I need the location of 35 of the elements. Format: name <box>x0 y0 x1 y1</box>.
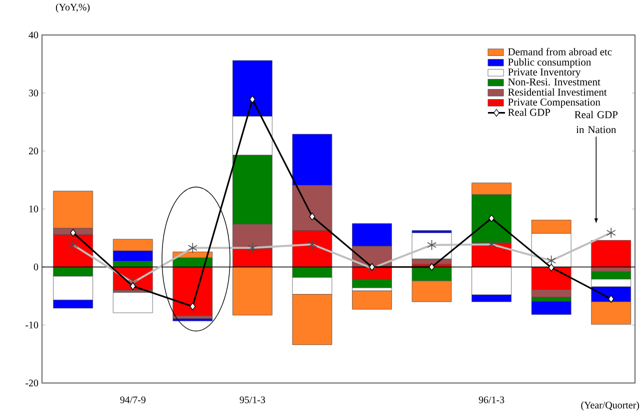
point <box>369 263 375 271</box>
y-tick-label: 20 <box>28 148 38 154</box>
annotation: Real GDP in Nation <box>574 110 618 134</box>
legend-label: Non-Resi. Investment <box>508 78 600 86</box>
bar <box>352 290 392 310</box>
y-tick-label: -20 <box>26 380 38 386</box>
legend-label: Private Inventory <box>508 68 581 78</box>
bar <box>591 240 632 268</box>
x-tick-label: 95/1-3 <box>240 396 266 404</box>
point <box>190 302 196 310</box>
point <box>548 264 554 272</box>
point <box>428 263 435 271</box>
x-axis-title: (Year/Quorter) <box>581 401 640 410</box>
y-tick-label: 40 <box>28 32 38 38</box>
point <box>309 212 316 220</box>
point <box>249 96 256 104</box>
y-tick-label: 0 <box>34 264 38 270</box>
y-tick-label: 10 <box>29 206 38 212</box>
x-tick-label: 96/1-3 <box>478 396 504 404</box>
legend-label: Real GDP <box>508 108 550 116</box>
bar <box>531 301 572 315</box>
legend-label: Demand from abroad etc <box>508 48 612 56</box>
legend-label: Residential Investiment <box>508 88 607 96</box>
bar <box>172 318 213 322</box>
legend-label: Public consumption <box>508 58 591 68</box>
point <box>608 295 614 303</box>
bar <box>112 292 153 314</box>
x-tick-label: 94/7-9 <box>120 396 146 404</box>
legend-label: Private Compensation <box>508 98 600 108</box>
y-tick-label: -10 <box>26 322 38 328</box>
point <box>130 282 136 290</box>
point <box>70 228 76 237</box>
y-tick-label: 30 <box>29 90 38 96</box>
point <box>488 214 494 222</box>
y-axis-title: (YoY,%) <box>56 4 90 13</box>
